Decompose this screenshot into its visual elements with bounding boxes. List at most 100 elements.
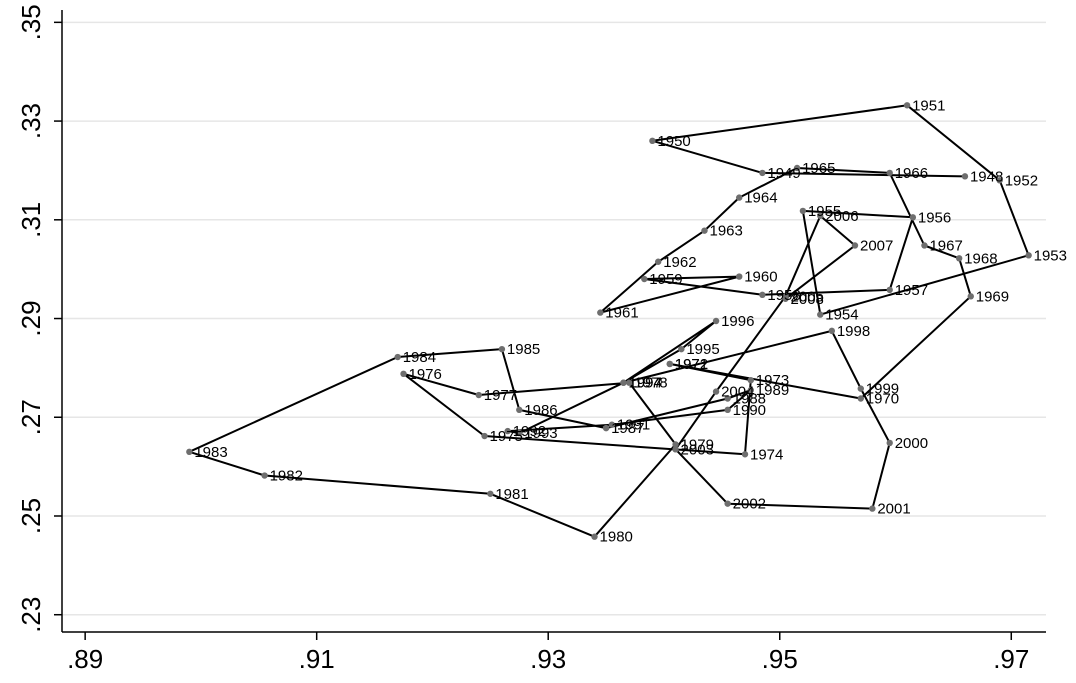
year-label: 1974 xyxy=(750,446,783,463)
data-point xyxy=(886,169,893,177)
year-label: 1994 xyxy=(628,375,661,392)
data-point xyxy=(903,102,911,109)
year-label: 2001 xyxy=(877,501,910,518)
year-label: 1997 xyxy=(628,375,661,392)
year-label: 1951 xyxy=(912,97,945,114)
year-label: 1995 xyxy=(686,341,719,358)
data-point xyxy=(961,173,969,180)
year-label: 1956 xyxy=(918,209,951,226)
data-point xyxy=(724,406,731,414)
year-label: 1960 xyxy=(744,269,777,286)
data-point xyxy=(741,451,749,458)
data-point xyxy=(666,360,673,368)
year-label: 1999 xyxy=(866,381,899,398)
year-label: 2004 xyxy=(721,384,754,401)
year-label: 1975 xyxy=(490,428,523,445)
data-point xyxy=(828,327,836,335)
year-label: 1996 xyxy=(721,313,754,330)
data-point xyxy=(620,379,627,386)
data-point xyxy=(641,275,648,283)
year-label: 1971 xyxy=(675,356,708,373)
year-label: 1958 xyxy=(767,287,800,304)
data-point xyxy=(799,207,807,215)
y-tick-label: .23 xyxy=(16,597,46,633)
year-label: 1983 xyxy=(194,444,227,461)
year-label: 2003 xyxy=(681,441,714,458)
year-label: 1986 xyxy=(524,402,557,419)
y-tick-label: .35 xyxy=(16,4,46,40)
data-point xyxy=(504,427,511,435)
year-label: 2000 xyxy=(895,435,928,452)
data-point xyxy=(759,169,766,177)
data-point xyxy=(1025,252,1032,259)
x-tick-label: .91 xyxy=(299,644,335,674)
year-label: 1990 xyxy=(733,402,766,419)
data-point xyxy=(921,242,928,249)
year-label: 1976 xyxy=(409,366,442,383)
year-label: 1962 xyxy=(663,254,696,271)
data-point xyxy=(724,395,731,402)
year-label: 2007 xyxy=(860,237,893,254)
year-label: 1984 xyxy=(403,349,436,366)
data-point xyxy=(817,212,824,220)
data-point xyxy=(498,345,506,353)
x-tick-label: .89 xyxy=(67,644,103,674)
data-point xyxy=(186,448,193,456)
year-label: 1968 xyxy=(964,250,997,267)
data-point xyxy=(654,258,662,265)
x-tick-label: .95 xyxy=(762,644,798,674)
year-label: 1981 xyxy=(495,486,528,503)
year-label: 1979 xyxy=(681,436,714,453)
data-point xyxy=(793,164,801,172)
year-label: 1985 xyxy=(507,341,540,358)
x-tick-label: .97 xyxy=(993,644,1029,674)
data-point xyxy=(782,295,789,302)
year-label: 1955 xyxy=(808,203,841,220)
year-label: 2002 xyxy=(733,496,766,513)
data-point xyxy=(886,439,893,447)
year-label: 1952 xyxy=(1005,172,1038,189)
y-tick-label: .27 xyxy=(16,399,46,435)
data-point xyxy=(996,177,1003,184)
year-label: 2005 xyxy=(791,288,824,305)
year-label: 1978 xyxy=(634,375,667,392)
data-point xyxy=(591,533,598,540)
year-label: 1963 xyxy=(709,223,742,240)
data-point xyxy=(886,286,893,294)
year-label: 1993 xyxy=(524,425,557,442)
data-point xyxy=(851,242,859,249)
year-labels: 1948 1949 1950 1951 1952 1953 1954 1955 1956 1957… xyxy=(194,97,1067,545)
y-tick-label: .25 xyxy=(16,498,46,534)
year-label: 1977 xyxy=(484,387,517,404)
data-point xyxy=(400,370,407,378)
data-point xyxy=(394,353,401,361)
year-label: 1988 xyxy=(733,391,766,408)
year-label: 1969 xyxy=(976,288,1009,305)
data-point xyxy=(736,273,743,280)
y-tick-label: .33 xyxy=(16,103,46,139)
data-point xyxy=(649,137,656,145)
year-label: 1970 xyxy=(866,391,899,408)
year-label: 1964 xyxy=(744,190,777,207)
year-label: 1959 xyxy=(649,271,682,288)
x-axis-ticks: .89 .91 .93 .95 .97 xyxy=(67,632,1029,674)
data-point xyxy=(724,500,731,507)
series-markers xyxy=(186,102,1032,540)
year-label: 1961 xyxy=(605,305,638,322)
data-point xyxy=(857,385,864,392)
data-point xyxy=(747,377,754,384)
year-label: 2008 xyxy=(791,291,824,308)
data-point xyxy=(487,490,494,497)
year-label: 1982 xyxy=(270,468,303,485)
data-point xyxy=(597,309,604,316)
year-label: 2006 xyxy=(825,208,858,225)
data-point xyxy=(817,311,824,318)
data-point xyxy=(759,291,766,299)
year-label: 1989 xyxy=(756,382,789,399)
year-label: 1992 xyxy=(513,423,546,440)
data-point xyxy=(869,505,876,512)
year-label: 1987 xyxy=(611,420,644,437)
y-tick-label: .31 xyxy=(16,202,46,238)
